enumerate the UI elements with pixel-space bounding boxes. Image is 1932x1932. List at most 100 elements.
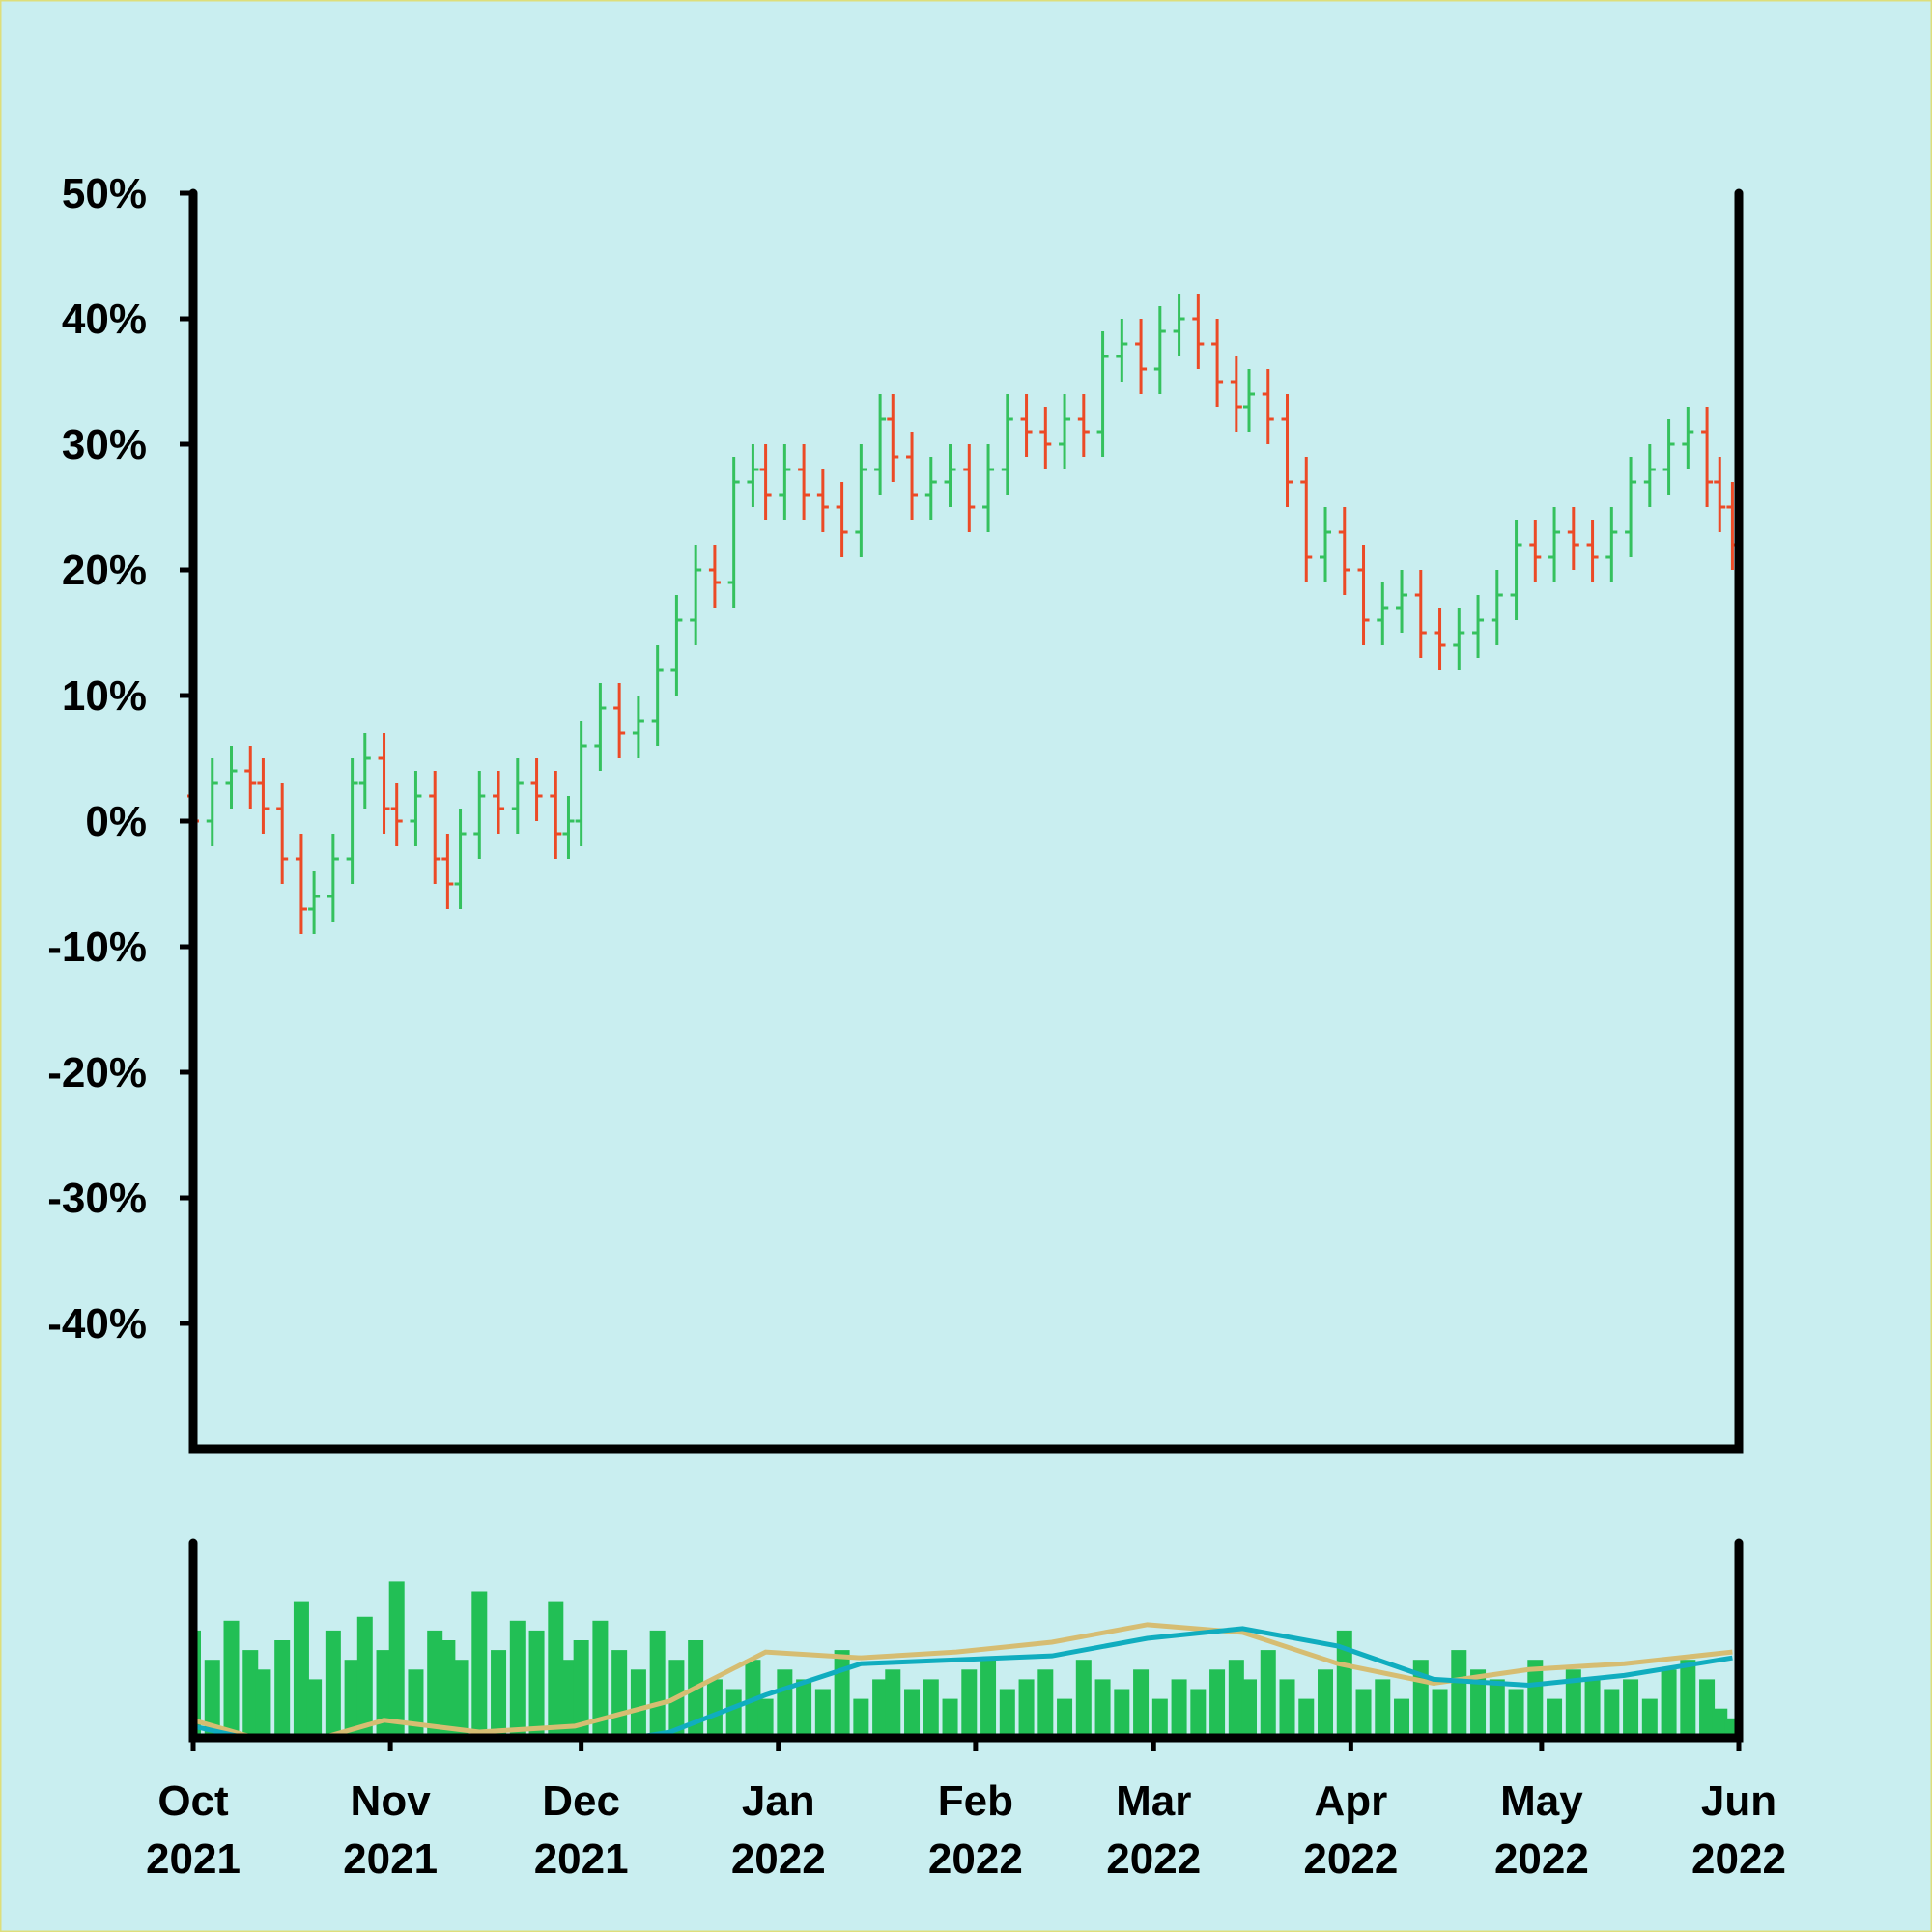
x-tick-label-line: Jan [742,1777,815,1825]
volume-bar [725,1689,742,1738]
x-tick-label-line: Feb [938,1777,1013,1825]
volume-bar [223,1620,240,1738]
volume-bar [427,1630,443,1738]
volume-bar [757,1698,774,1738]
moving-average [193,1626,1733,1738]
volume-bar [1470,1669,1487,1738]
volume-bar [1336,1630,1352,1738]
y-tick-label: 0% [85,798,147,845]
volume-bar [706,1679,723,1738]
volume-bar [440,1640,456,1738]
volume-bar [1623,1679,1639,1738]
x-tick-label: Nov 2021 [343,1777,438,1883]
volume-bar [325,1630,341,1738]
x-tick-label-line: 2021 [534,1835,629,1883]
volume-bar [1547,1698,1563,1738]
volume-bar [242,1650,259,1738]
volume-bar [1432,1689,1448,1738]
volume-bar [1151,1698,1168,1738]
volume-bar [204,1660,220,1738]
y-tick-label: -20% [47,1049,147,1096]
volume-bar [1394,1698,1410,1738]
x-tick-label-line: 2022 [1303,1835,1398,1883]
volume-bar [885,1669,901,1738]
volume-bar [548,1601,564,1738]
x-tick-label: Jun 2022 [1691,1777,1786,1883]
volume-bar [491,1650,507,1738]
volume-bar [1279,1679,1295,1738]
y-tick-label: 30% [62,421,147,469]
volume-bar [1699,1679,1716,1738]
volume-bar [1018,1679,1035,1738]
x-tick-label: Jan 2022 [731,1777,826,1883]
x-tick-label-line: 2022 [731,1835,826,1883]
volume-bar [942,1698,958,1738]
volume-bar [509,1620,526,1738]
volume-bar [1451,1650,1467,1738]
volume-bar [853,1698,869,1738]
volume-bar [1712,1708,1728,1738]
volume-bar [1508,1689,1524,1738]
x-tick-label-line: 2022 [1106,1835,1201,1883]
volume-bar [1641,1698,1658,1738]
x-tick-label: Apr 2022 [1303,1777,1398,1883]
volume-bar [1228,1660,1244,1738]
x-tick-label-line: Oct [157,1777,229,1825]
volume-bar [1298,1698,1315,1738]
x-tick-label-line: Jun [1701,1777,1776,1825]
volume-bar [1114,1689,1130,1738]
volume-bar [1133,1669,1150,1738]
y-tick-label: 20% [62,547,147,594]
volume-bar [1190,1689,1207,1738]
volume-bar [980,1660,997,1738]
y-tick-label: -10% [47,923,147,971]
y-tick-label: -40% [47,1300,147,1348]
y-tick-label: -30% [47,1175,147,1222]
volume-bar [452,1660,469,1738]
y-tick-label: 40% [62,296,147,343]
volume-bar [923,1679,939,1738]
axis-frame [188,188,1744,1454]
x-tick-label: Dec 2021 [534,1777,629,1883]
y-tick-label: 50% [62,170,147,217]
volume-bar [528,1630,545,1738]
volume-bar [1527,1660,1544,1738]
x-tick-label: Oct 2021 [146,1777,241,1883]
volume-bar [814,1689,831,1738]
volume-bar [274,1640,291,1738]
x-tick-label-line: 2022 [1494,1835,1589,1883]
volume-bar [388,1581,405,1738]
x-tick-label-line: Apr [1314,1777,1387,1825]
volume-bar [1075,1660,1092,1738]
x-tick-label-line: May [1500,1777,1583,1825]
volume-bar [255,1669,271,1738]
x-tick-label-line: 2021 [343,1835,438,1883]
x-tick-label-line: Mar [1116,1777,1191,1825]
volume-bar [1355,1689,1372,1738]
volume-bar [834,1650,850,1738]
volume-bar [356,1616,373,1738]
volume-bar [777,1669,793,1738]
volume-bar [904,1689,921,1738]
volume-bar [306,1679,323,1738]
volume-bar [1318,1669,1334,1738]
volume-bar [592,1620,609,1738]
volume-bar [1584,1679,1601,1738]
volume-bar [408,1669,424,1738]
volume-bar [471,1591,488,1738]
x-tick-label-line: Dec [542,1777,620,1825]
volume-bar [1094,1679,1111,1738]
volume-bar [796,1679,812,1738]
volume-bar [1375,1679,1391,1738]
x-tick-label-line: 2022 [1691,1835,1786,1883]
volume-bar [560,1660,577,1738]
volume-bar [344,1660,360,1738]
volume-bar [999,1689,1015,1738]
x-tick-label: May 2022 [1494,1777,1589,1883]
volume-bar [630,1669,646,1738]
volume-bar [1661,1669,1677,1738]
x-tick-label: Mar 2022 [1106,1777,1201,1883]
volume-bar [1209,1669,1226,1738]
